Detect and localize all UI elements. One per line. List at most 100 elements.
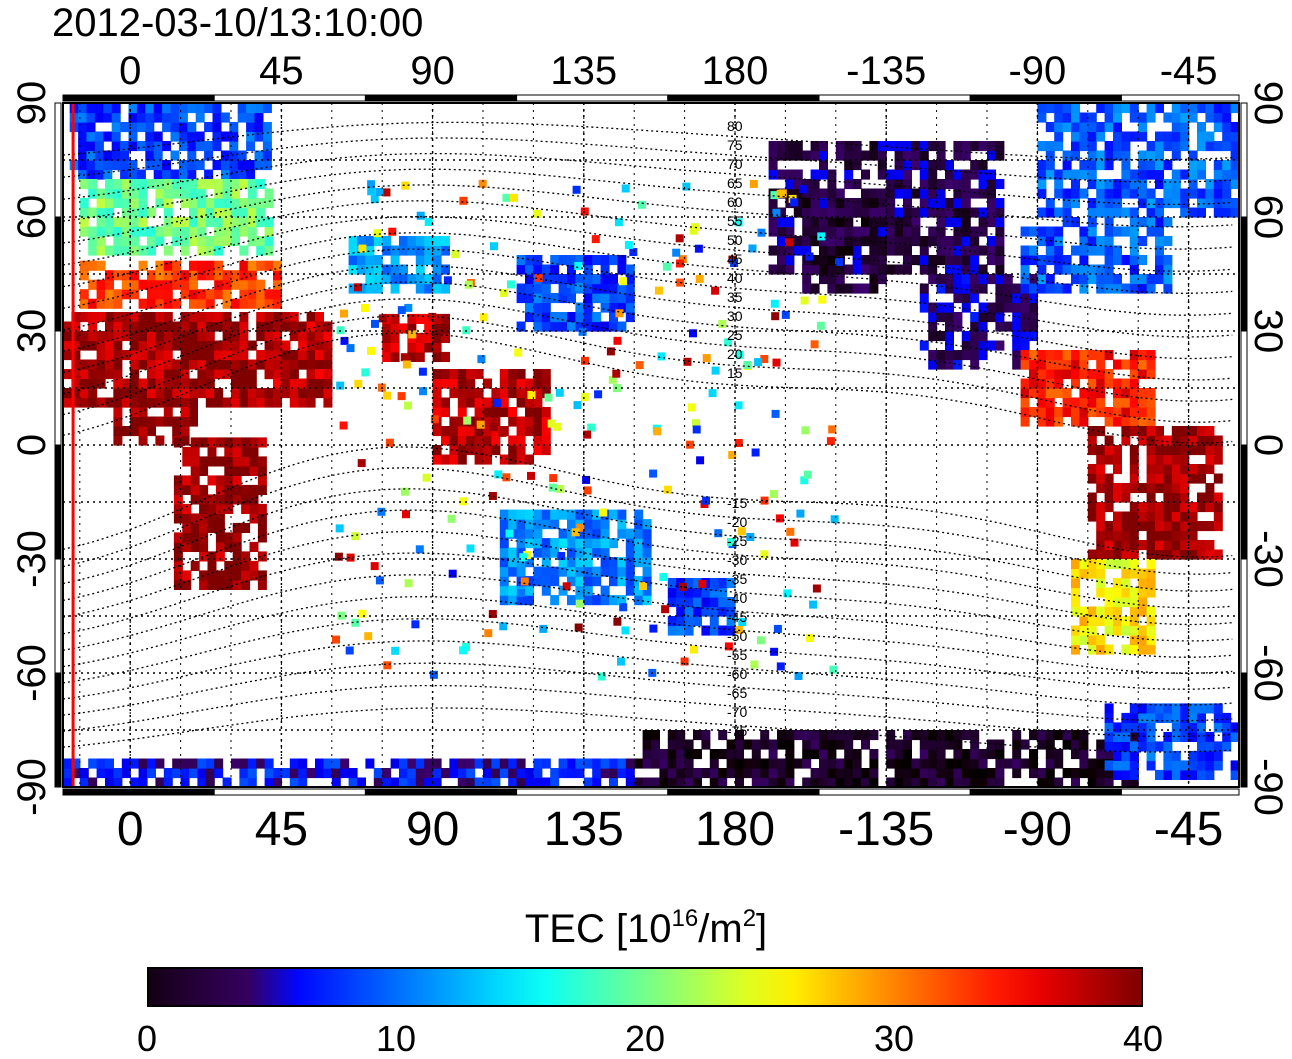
tec-cell bbox=[1113, 578, 1122, 589]
tec-cell bbox=[796, 509, 805, 518]
tec-cell bbox=[113, 359, 123, 370]
tec-cell bbox=[189, 236, 198, 247]
lon-label-bottom: 180 bbox=[695, 803, 775, 856]
tec-cell bbox=[457, 445, 467, 456]
tec-cell bbox=[79, 359, 89, 370]
tec-cell bbox=[113, 289, 123, 300]
tec-cell bbox=[273, 768, 282, 779]
tec-cell bbox=[945, 768, 954, 779]
tec-cell bbox=[224, 484, 234, 495]
tec-cell bbox=[1054, 226, 1064, 237]
tec-cell bbox=[970, 340, 980, 351]
tec-cell bbox=[239, 279, 249, 290]
tec-cell bbox=[1146, 369, 1156, 380]
tec-cell bbox=[1163, 435, 1173, 446]
tec-cell bbox=[1071, 597, 1080, 608]
tec-cell bbox=[894, 758, 904, 769]
tec-cell bbox=[1188, 150, 1198, 161]
tec-cell bbox=[1138, 606, 1148, 617]
tec-cell bbox=[1087, 388, 1097, 399]
tec-cell bbox=[399, 768, 408, 779]
tec-cell bbox=[323, 758, 333, 769]
tec-cell bbox=[557, 552, 566, 560]
tec-cell bbox=[1087, 407, 1097, 418]
tec-cell bbox=[415, 777, 425, 787]
tec-cell bbox=[667, 625, 677, 636]
tec-cell bbox=[214, 188, 224, 199]
tec-cell bbox=[970, 768, 980, 779]
tec-cell bbox=[88, 388, 98, 399]
tec-cell bbox=[441, 264, 450, 275]
tec-cell bbox=[257, 465, 267, 476]
tec-cell bbox=[138, 388, 148, 399]
tec-cell bbox=[222, 298, 232, 309]
tec-cell bbox=[768, 150, 778, 161]
tec-cell bbox=[1205, 731, 1215, 742]
tec-cell bbox=[676, 616, 686, 627]
tec-cell bbox=[239, 289, 249, 300]
tec-cell bbox=[533, 519, 543, 530]
tec-cell bbox=[819, 226, 828, 237]
tec-cell bbox=[315, 768, 324, 779]
tec-cell bbox=[1012, 293, 1022, 304]
border-segment-right bbox=[1240, 102, 1248, 218]
tec-cell bbox=[1138, 397, 1148, 408]
tec-cell bbox=[315, 340, 324, 351]
tec-cell bbox=[138, 207, 148, 218]
tec-cell bbox=[928, 160, 938, 171]
tec-cell bbox=[173, 494, 183, 505]
tec-cell bbox=[273, 331, 282, 342]
tec-cell bbox=[163, 270, 173, 281]
tec-cell bbox=[130, 426, 140, 437]
tec-cell bbox=[264, 298, 274, 309]
tec-cell bbox=[1029, 388, 1038, 399]
tec-cell bbox=[609, 768, 618, 779]
tec-cell bbox=[1003, 302, 1013, 313]
tec-cell bbox=[1188, 521, 1198, 532]
tec-cell bbox=[802, 274, 812, 285]
tec-cell bbox=[382, 188, 391, 197]
tec-cell bbox=[199, 456, 209, 467]
tec-cell bbox=[138, 321, 148, 332]
tec-cell bbox=[693, 616, 702, 627]
tec-cell bbox=[1071, 369, 1080, 380]
tec-cell bbox=[635, 361, 644, 370]
tec-cell bbox=[113, 777, 123, 787]
tec-cell bbox=[961, 141, 971, 152]
tec-cell bbox=[1171, 112, 1181, 123]
tec-cell bbox=[819, 749, 828, 760]
tec-cell bbox=[1180, 483, 1190, 494]
tec-cell bbox=[1197, 703, 1206, 714]
tec-cell bbox=[273, 340, 282, 351]
tec-cell bbox=[575, 768, 585, 779]
tec-cell bbox=[1188, 207, 1198, 218]
tec-cell bbox=[558, 528, 568, 539]
border-segment-left bbox=[54, 444, 62, 560]
tec-cell bbox=[1163, 703, 1173, 714]
tec-cell bbox=[558, 509, 568, 520]
tec-cell bbox=[541, 576, 551, 587]
tec-map: 8075706560555045403530252015-15-20-25-30… bbox=[10, 49, 1290, 856]
tec-cell bbox=[180, 245, 190, 256]
tec-cell bbox=[664, 485, 672, 494]
tec-cell bbox=[1188, 502, 1198, 513]
tec-cell bbox=[373, 283, 383, 294]
tec-cell bbox=[180, 369, 190, 380]
tec-cell bbox=[1129, 587, 1139, 598]
tec-cell bbox=[844, 236, 854, 247]
tec-cell bbox=[449, 416, 459, 427]
tec-cell bbox=[120, 169, 130, 180]
tec-cell bbox=[1096, 454, 1106, 465]
tec-cell bbox=[1037, 160, 1047, 171]
tec-cell bbox=[533, 777, 543, 787]
tec-cell bbox=[995, 312, 1005, 323]
tec-cell bbox=[1188, 435, 1198, 446]
tec-cell bbox=[162, 103, 172, 114]
tec-cell bbox=[306, 321, 316, 332]
tec-cell bbox=[1121, 731, 1131, 742]
tec-cell bbox=[1096, 207, 1106, 218]
tec-cell bbox=[516, 426, 526, 437]
tec-cell bbox=[877, 245, 887, 256]
tec-cell bbox=[667, 739, 677, 750]
tec-cell bbox=[810, 340, 819, 349]
